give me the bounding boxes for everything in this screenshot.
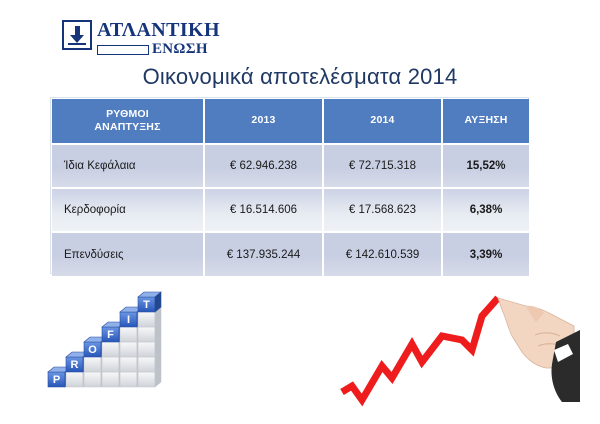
page-title: Οικονομικά αποτελέσματα 2014 xyxy=(142,64,458,89)
growth-trend-svg xyxy=(340,295,580,407)
logo-rule-bar xyxy=(97,44,149,55)
table-header: ΡΥΘΜΟΙ ΑΝΑΠΤΥΞΗΣ 2013 2014 ΑΥΞΗΣΗ xyxy=(52,99,529,144)
column-header-increase: ΑΥΞΗΣΗ xyxy=(442,99,529,144)
svg-text:F: F xyxy=(107,329,114,341)
column-header-2013: 2013 xyxy=(204,99,324,144)
cell-2013: € 62.946.238 xyxy=(204,143,324,188)
svg-text:P: P xyxy=(53,374,60,386)
logo-word-bottom: ΕΝΩΣΗ xyxy=(152,41,208,57)
table-header-row: ΡΥΘΜΟΙ ΑΝΑΠΤΥΞΗΣ 2013 2014 ΑΥΞΗΣΗ xyxy=(52,99,529,144)
results-table-container: ΡΥΘΜΟΙ ΑΝΑΠΤΥΞΗΣ 2013 2014 ΑΥΞΗΣΗ Ίδια Κ… xyxy=(50,97,529,276)
cell-2014: € 142.610.539 xyxy=(323,231,443,276)
column-header-growth-rates: ΡΥΘΜΟΙ ΑΝΑΠΤΥΞΗΣ xyxy=(52,99,205,144)
company-logo: ΑΤΛΑΝΤΙΚΗ ΕΝΩΣΗ xyxy=(62,20,220,57)
table-row: Επενδύσεις € 137.935.244 € 142.610.539 3… xyxy=(52,231,529,276)
svg-text:O: O xyxy=(88,344,97,356)
table-body: Ίδια Κεφάλαια € 62.946.238 € 72.715.318 … xyxy=(52,143,529,276)
profit-cubes-illustration: P R xyxy=(42,288,177,403)
row-label: Ίδια Κεφάλαια xyxy=(52,143,205,188)
svg-text:I: I xyxy=(127,314,130,326)
row-label: Κερδοφορία xyxy=(52,187,205,232)
row-label: Επενδύσεις xyxy=(52,231,205,276)
column-header-line1: ΡΥΘΜΟΙ xyxy=(106,107,149,120)
arrow-stem xyxy=(74,26,80,37)
svg-text:R: R xyxy=(71,359,79,371)
column-header-2014: 2014 xyxy=(323,99,443,144)
logo-second-line: ΕΝΩΣΗ xyxy=(97,42,220,57)
logo-wordmark: ΑΤΛΑΝΤΙΚΗ ΕΝΩΣΗ xyxy=(97,20,220,57)
growth-trend-illustration xyxy=(330,280,580,415)
cell-2013: € 137.935.244 xyxy=(204,231,324,276)
cell-2013: € 16.514.606 xyxy=(204,187,324,232)
arrow-base xyxy=(68,42,86,45)
down-arrow-in-box-icon xyxy=(62,20,92,50)
pointing-hand-icon xyxy=(497,297,580,402)
red-trend-line xyxy=(340,295,501,407)
cell-growth: 6,38% xyxy=(442,187,529,232)
table-row: Ίδια Κεφάλαια € 62.946.238 € 72.715.318 … xyxy=(52,143,529,188)
arrow-head xyxy=(70,35,84,43)
cell-growth: 3,39% xyxy=(442,231,529,276)
cell-2014: € 17.568.623 xyxy=(323,187,443,232)
cell-growth: 15,52% xyxy=(442,143,529,188)
logo-word-top: ΑΤΛΑΝΤΙΚΗ xyxy=(97,19,220,41)
profit-cubes-svg: P R xyxy=(47,291,162,388)
table-row: Κερδοφορία € 16.514.606 € 17.568.623 6,3… xyxy=(52,187,529,232)
svg-text:T: T xyxy=(143,299,150,311)
cube-column-6: T xyxy=(137,291,162,388)
cell-2014: € 72.715.318 xyxy=(323,143,443,188)
column-header-line2: ΑΝΑΠΤΥΞΗΣ xyxy=(94,121,161,133)
results-table: ΡΥΘΜΟΙ ΑΝΑΠΤΥΞΗΣ 2013 2014 ΑΥΞΗΣΗ Ίδια Κ… xyxy=(52,99,529,276)
